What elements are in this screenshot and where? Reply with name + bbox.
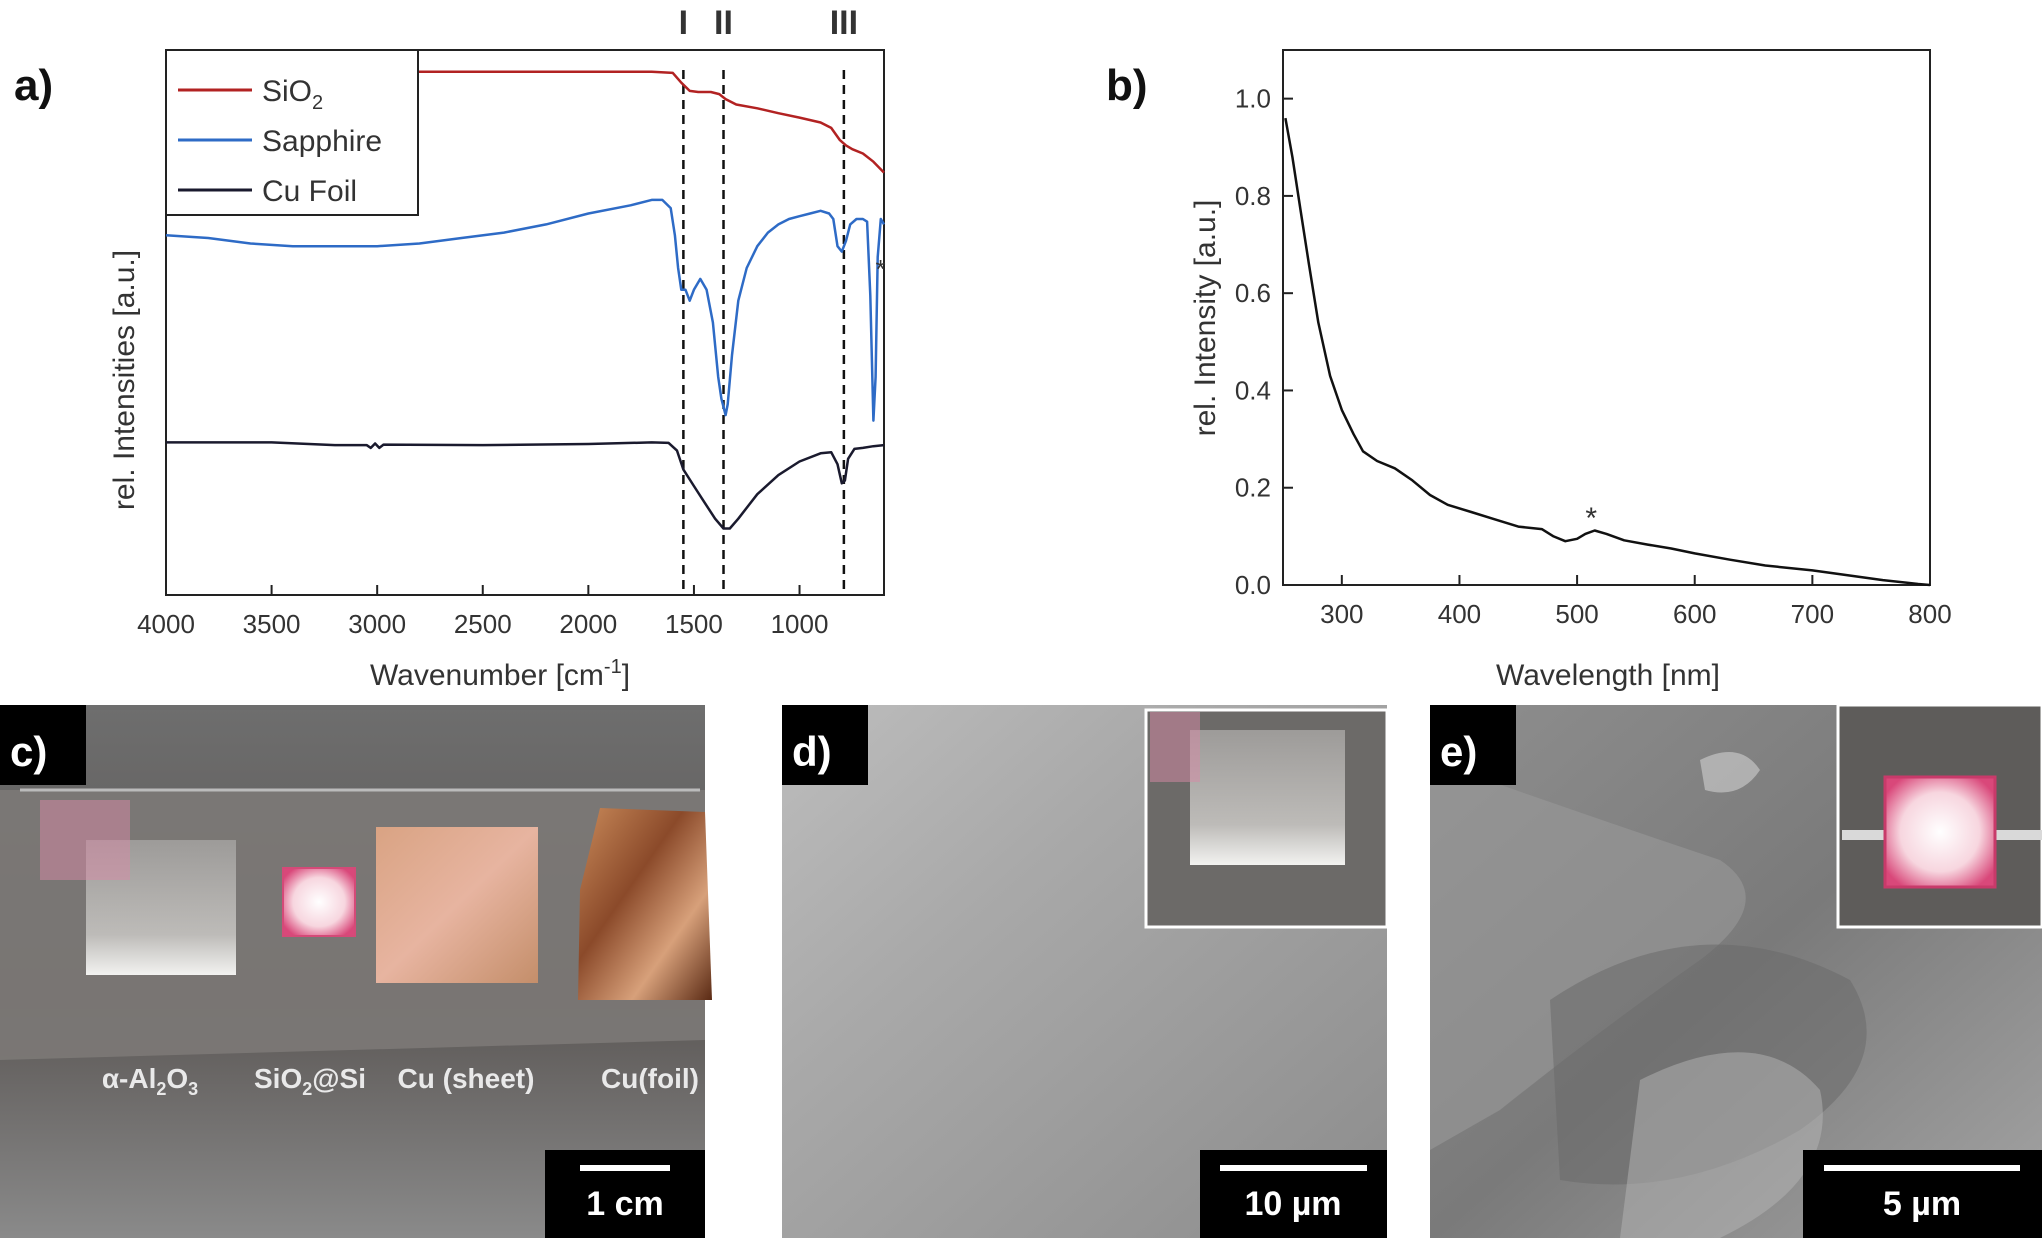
series-line-sapphire bbox=[165, 198, 886, 422]
sample-label-cu-sheet: Cu (sheet) bbox=[398, 1063, 535, 1094]
y-axis-label-a: rel. Intensities [a.u.] bbox=[108, 250, 141, 510]
panel-c-photo: α-Al2O3 SiO2@Si Cu (sheet) Cu(foil) c) 1… bbox=[0, 705, 712, 1238]
marker-label-II: II bbox=[714, 4, 733, 42]
series-group-b bbox=[1284, 117, 1931, 587]
x-tick-label-b: 400 bbox=[1438, 599, 1481, 629]
scalebar-bg-d bbox=[1200, 1150, 1387, 1238]
inset-sample-e bbox=[1883, 775, 1997, 889]
sample-label-cu-foil: Cu(foil) bbox=[601, 1063, 699, 1094]
y-tick-label-b: 0.8 bbox=[1235, 181, 1271, 211]
panel-d-sem: d) 10 µm bbox=[782, 705, 1389, 1238]
sample-sio2-si bbox=[282, 867, 356, 937]
legend-label-sio2: SiO2 bbox=[262, 75, 323, 114]
y-tick-label-b: 0.2 bbox=[1235, 473, 1271, 503]
marker-label-III: III bbox=[830, 4, 858, 42]
legend-box-a bbox=[165, 49, 419, 216]
axis-ticks-b bbox=[1283, 97, 1931, 586]
panel-label-bg-d bbox=[782, 705, 868, 785]
sample-label-al2o3: α-Al2O3 bbox=[102, 1063, 198, 1099]
panel-label-bg-e bbox=[1430, 705, 1516, 785]
sem-flake-4 bbox=[1700, 752, 1760, 793]
x-tick-label-a: 2500 bbox=[454, 609, 512, 639]
x-tick-label-a: 2000 bbox=[559, 609, 617, 639]
x-axis-ticks-a bbox=[165, 585, 801, 595]
scalebar-label-d: 10 µm bbox=[1244, 1185, 1341, 1223]
panel-b: b) 300 400 500 600 700 800 0.0 0.2 0.4 0.6 0.8 1.0… bbox=[1106, 49, 1952, 692]
asterisk-a: * bbox=[876, 254, 886, 284]
plot-frame-a bbox=[165, 49, 885, 596]
sample-label-sio2-si: SiO2@Si bbox=[254, 1063, 366, 1099]
legend-label-cu-foil: Cu Foil bbox=[262, 175, 357, 208]
inset-pink-d bbox=[1150, 712, 1200, 782]
marker-label-I: I bbox=[679, 4, 688, 42]
legend-a: SiO2 Sapphire Cu Foil bbox=[165, 49, 419, 216]
scalebar-label-c: 1 cm bbox=[586, 1185, 664, 1223]
sample-cu-foil bbox=[578, 808, 712, 1000]
x-tick-label-b: 500 bbox=[1555, 599, 1598, 629]
scalebar-bg-e bbox=[1803, 1150, 2042, 1238]
x-tick-label-b: 300 bbox=[1320, 599, 1363, 629]
x-tick-label-b: 600 bbox=[1673, 599, 1716, 629]
sem-flake-1 bbox=[1430, 760, 1746, 1150]
x-tick-label-b: 800 bbox=[1908, 599, 1951, 629]
y-tick-label-b: 1.0 bbox=[1235, 84, 1271, 114]
x-axis-label-b: Wavelength [nm] bbox=[1496, 659, 1720, 692]
x-tick-label-b: 700 bbox=[1791, 599, 1834, 629]
panel-label-c: c) bbox=[10, 728, 47, 775]
x-tick-label-a: 1500 bbox=[665, 609, 723, 639]
x-axis-label-a: Wavenumber [cm-1] bbox=[370, 656, 630, 692]
y-tick-label-b: 0.0 bbox=[1235, 570, 1271, 600]
x-tick-label-a: 1000 bbox=[771, 609, 829, 639]
sem-flake-3 bbox=[1620, 1052, 1823, 1238]
series-line-cu-foil bbox=[166, 441, 885, 530]
pink-reflection bbox=[40, 800, 130, 880]
series-group-a bbox=[165, 70, 886, 530]
x-axis-tick-labels-a: 4000 3500 3000 2500 2000 1500 1000 bbox=[137, 609, 828, 639]
panel-label-e: e) bbox=[1440, 728, 1477, 775]
y-tick-label-b: 0.4 bbox=[1235, 375, 1271, 405]
sample-labels-c: α-Al2O3 SiO2@Si Cu (sheet) Cu(foil) bbox=[102, 1063, 699, 1099]
panel-label-a: a) bbox=[14, 61, 53, 110]
series-line-sio2 bbox=[166, 70, 885, 174]
scalebar-label-e: 5 µm bbox=[1883, 1185, 1961, 1223]
panel-e-sem: e) 5 µm bbox=[1430, 703, 2042, 1238]
legend-label-sapphire: Sapphire bbox=[262, 125, 382, 158]
asterisk-b: * bbox=[1585, 502, 1597, 535]
panel-label-bg-c bbox=[0, 705, 86, 785]
panel-a: a) 4000 3500 3000 2500 2000 1500 1000 I II III *… bbox=[14, 4, 886, 692]
scalebar-bg-c bbox=[545, 1150, 705, 1238]
x-tick-label-a: 3000 bbox=[348, 609, 406, 639]
inset-sample-d bbox=[1190, 730, 1345, 865]
y-axis-tick-labels-b: 0.0 0.2 0.4 0.6 0.8 1.0 bbox=[1235, 84, 1271, 600]
x-tick-label-a: 4000 bbox=[137, 609, 195, 639]
sample-cu-sheet bbox=[376, 827, 538, 983]
y-axis-label-b: rel. Intensity [a.u.] bbox=[1189, 200, 1222, 437]
series-line-emission bbox=[1284, 117, 1931, 587]
x-axis-tick-labels-b: 300 400 500 600 700 800 bbox=[1320, 599, 1952, 629]
y-tick-label-b: 0.6 bbox=[1235, 278, 1271, 308]
marker-lines-a: I II III bbox=[679, 4, 858, 595]
x-tick-label-a: 3500 bbox=[243, 609, 301, 639]
panel-label-b: b) bbox=[1106, 61, 1148, 110]
panel-label-d: d) bbox=[792, 728, 832, 775]
plot-frame-b bbox=[1282, 49, 1931, 586]
